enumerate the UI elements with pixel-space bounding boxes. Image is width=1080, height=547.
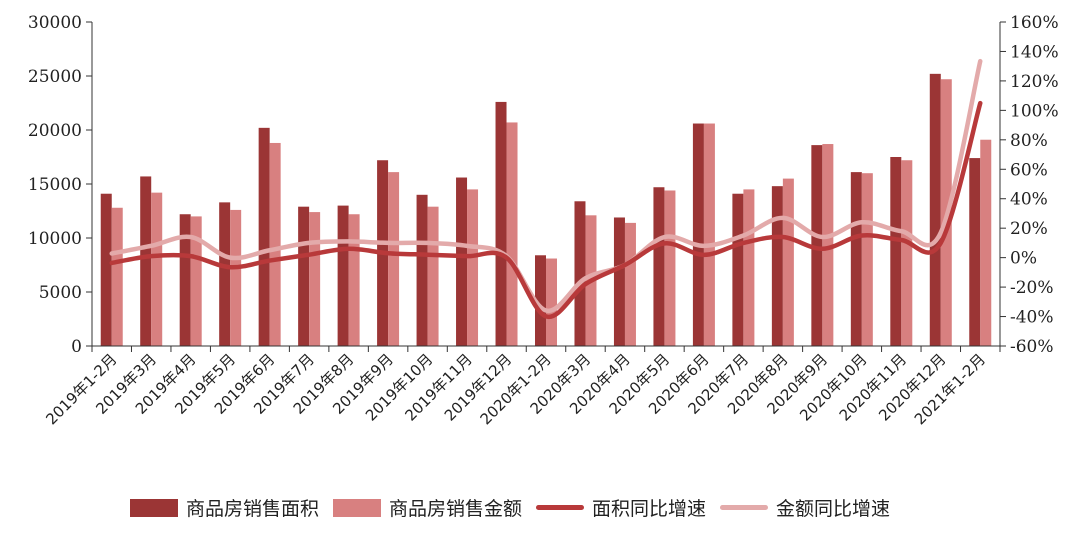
- bar-amount: [427, 206, 439, 346]
- bar-area: [811, 145, 823, 346]
- right-tick-label: 40%: [1010, 190, 1048, 210]
- right-tick-label: -60%: [1010, 337, 1054, 357]
- bar-amount: [901, 160, 913, 346]
- right-tick-label: 120%: [1010, 72, 1059, 92]
- bar-area: [771, 186, 783, 346]
- bar-amount: [703, 123, 715, 347]
- right-tick-label: -40%: [1010, 308, 1054, 328]
- bar-area: [613, 217, 625, 346]
- bar-area: [416, 194, 428, 346]
- bar-amount: [151, 192, 163, 346]
- bar-area: [100, 193, 112, 346]
- bar-area: [692, 123, 704, 347]
- legend-label-amount-growth: 金额同比增速: [776, 498, 891, 520]
- legend-swatch-amount: [333, 498, 382, 517]
- bar-amount: [348, 214, 360, 346]
- bar-amount: [269, 142, 281, 346]
- right-tick-label: -20%: [1010, 278, 1054, 298]
- bar-area: [219, 202, 231, 346]
- bar-amount: [546, 258, 557, 346]
- right-tick-label: 160%: [1010, 13, 1059, 33]
- bar-area: [732, 193, 744, 346]
- bar-amount: [388, 172, 400, 346]
- bar-area: [298, 206, 310, 346]
- bar-amount: [664, 190, 676, 346]
- bar-area: [850, 172, 862, 346]
- left-tick-label: 30000: [28, 13, 82, 33]
- legend-item-area-growth: 面积同比增速: [536, 494, 706, 521]
- right-tick-label: 140%: [1010, 42, 1059, 62]
- left-tick-label: 10000: [28, 229, 82, 249]
- bar-amount: [506, 122, 518, 346]
- bar-amount: [861, 173, 873, 346]
- bar-area: [653, 187, 665, 346]
- legend-item-amount: 商品房销售金额: [333, 494, 522, 521]
- bar-amount: [467, 189, 479, 346]
- bar-amount: [624, 222, 636, 346]
- right-tick-label: 20%: [1010, 219, 1048, 239]
- right-tick-label: 60%: [1010, 160, 1048, 180]
- right-tick-label: 80%: [1010, 131, 1048, 151]
- left-tick-label: 25000: [28, 67, 82, 87]
- lines-group: [109, 58, 983, 319]
- bar-area: [969, 158, 981, 346]
- bar-area: [179, 214, 191, 346]
- bar-area: [929, 73, 941, 346]
- legend-swatch-area: [130, 498, 178, 517]
- bar-amount: [190, 216, 202, 346]
- right-tick-label: 100%: [1010, 101, 1059, 121]
- left-tick-label: 15000: [28, 175, 82, 195]
- legend-label-amount: 商品房销售金额: [389, 498, 523, 520]
- left-tick-label: 20000: [28, 121, 82, 141]
- line-area-growth: [109, 100, 983, 319]
- bar-area: [890, 157, 902, 346]
- bar-area: [495, 101, 507, 346]
- right-tick-label: 0%: [1010, 249, 1037, 269]
- bar-amount: [782, 178, 794, 346]
- legend-label-area: 商品房销售面积: [186, 498, 320, 520]
- legend: 商品房销售面积 商品房销售金额 面积同比增速 金额同比增速: [130, 494, 890, 521]
- left-tick-label: 0: [71, 337, 82, 357]
- chart-canvas: 0 5000 10000 15000 20000 25000 30000 -60% -40% -2…: [28, 13, 1059, 428]
- legend-item-amount-growth: 金额同比增速: [720, 494, 890, 521]
- bars-group: [100, 73, 992, 347]
- bar-amount: [309, 212, 321, 346]
- bar-area: [337, 205, 349, 346]
- bar-amount: [980, 139, 992, 346]
- bar-area: [140, 176, 152, 346]
- line-amount-growth: [109, 58, 983, 313]
- legend-swatch-amount-growth: [720, 505, 769, 510]
- legend-label-area-growth: 面积同比增速: [592, 498, 707, 520]
- legend-item-area: 商品房销售面积: [130, 494, 319, 521]
- bar-area: [574, 201, 586, 346]
- bar-area: [456, 177, 468, 346]
- bar-amount: [822, 144, 834, 346]
- legend-swatch-area-growth: [536, 505, 585, 510]
- bar-amount: [111, 207, 123, 346]
- bar-area: [535, 255, 546, 346]
- bar-amount: [743, 189, 755, 346]
- bar-area: [258, 127, 270, 346]
- bar-amount: [230, 209, 242, 346]
- left-tick-label: 5000: [39, 283, 82, 303]
